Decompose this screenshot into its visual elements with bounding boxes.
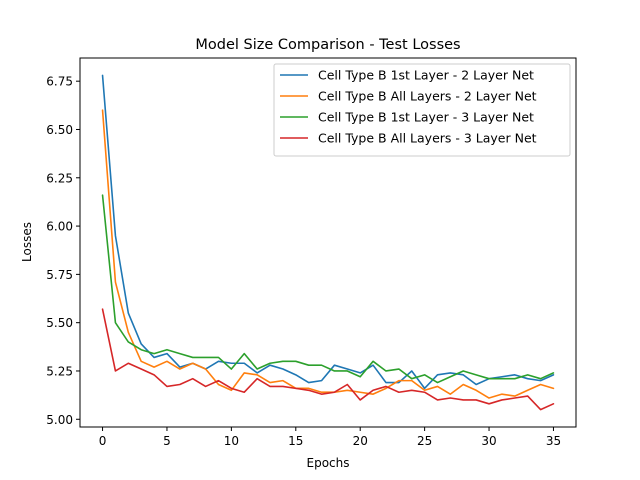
x-axis-label: Epochs (307, 456, 350, 470)
y-tick-label: 6.50 (46, 123, 73, 137)
series-line-2 (101, 109, 555, 399)
plot-frame (79, 57, 577, 428)
y-tick-label: 6.25 (46, 171, 73, 185)
x-tick-label: 5 (163, 434, 171, 448)
legend: Cell Type B 1st Layer - 2 Layer Net Cell … (273, 63, 571, 157)
y-tick-label: 5.25 (46, 364, 73, 378)
x-axis-ticks: 0 5 10 15 20 25 30 35 (99, 427, 561, 448)
chart-title: Model Size Comparison - Test Losses (195, 37, 460, 53)
x-tick-label: 25 (417, 434, 432, 448)
legend-label: Cell Type B All Layers - 2 Layer Net (318, 89, 537, 104)
y-tick-label: 5.75 (46, 268, 73, 282)
y-tick-label: 6.00 (46, 220, 73, 234)
plot-area (101, 74, 555, 411)
legend-label: Cell Type B 1st Layer - 3 Layer Net (318, 110, 534, 125)
y-tick-label: 5.00 (46, 413, 73, 427)
y-axis-ticks: 5.00 5.25 5.50 5.75 6.00 6.25 6.50 6.75 (46, 75, 80, 427)
x-tick-label: 0 (99, 434, 107, 448)
x-tick-label: 30 (481, 434, 496, 448)
x-tick-label: 10 (224, 434, 239, 448)
x-tick-label: 35 (546, 434, 561, 448)
x-tick-label: 15 (288, 434, 303, 448)
legend-box (273, 63, 571, 157)
x-tick-label: 20 (353, 434, 368, 448)
y-tick-label: 5.50 (46, 316, 73, 330)
legend-label: Cell Type B 1st Layer - 2 Layer Net (318, 68, 534, 83)
y-axis-label: Losses (20, 222, 34, 262)
y-tick-label: 6.75 (46, 75, 73, 89)
legend-label: Cell Type B All Layers - 3 Layer Net (318, 131, 537, 146)
series-line-3 (101, 194, 555, 384)
series-line-1 (101, 74, 555, 390)
series-line-4 (101, 308, 555, 411)
